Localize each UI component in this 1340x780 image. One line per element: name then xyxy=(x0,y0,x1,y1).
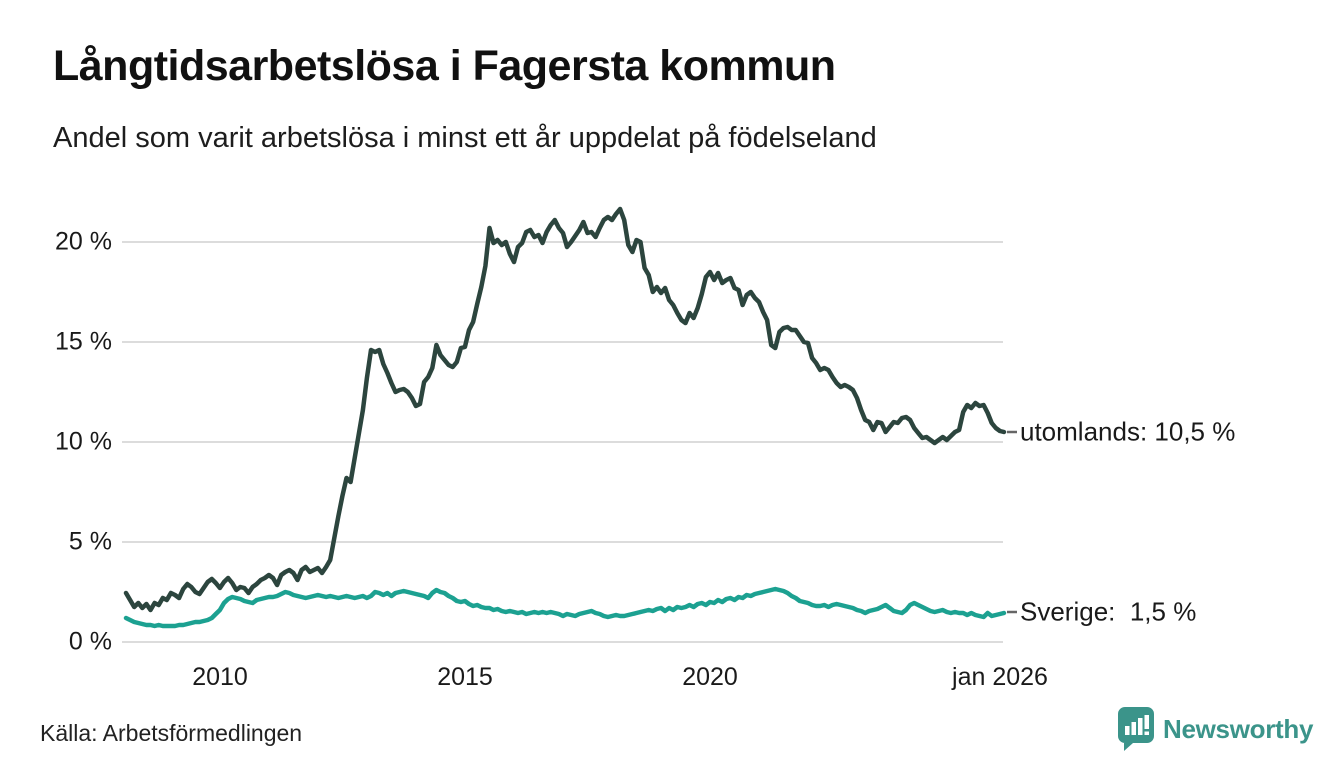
x-axis-label-2010: 2010 xyxy=(192,663,248,691)
newsworthy-logo-icon xyxy=(1118,707,1154,751)
chart-title: Långtidsarbetslösa i Fagersta kommun xyxy=(53,42,836,90)
series-end-label-utomlands: utomlands: 10,5 % xyxy=(1020,416,1236,447)
sverige-line xyxy=(123,586,1007,629)
newsworthy-logo-text: Newsworthy xyxy=(1163,713,1314,744)
y-axis-label-20: 20 % xyxy=(55,227,112,256)
y-axis-label-0: 0 % xyxy=(68,627,112,656)
utomlands-line xyxy=(123,206,1007,613)
x-axis-label-2015: 2015 xyxy=(437,663,493,691)
x-axis-label-jan-2026: jan 2026 xyxy=(952,663,1048,691)
y-axis-label-15: 15 % xyxy=(55,327,112,356)
x-axis-label-2020: 2020 xyxy=(682,663,738,691)
y-axis-label-5: 5 % xyxy=(68,527,112,556)
newsworthy-logo: Newsworthy xyxy=(1117,706,1313,752)
source-note: Källa: Arbetsförmedlingen xyxy=(40,720,303,746)
y-axis-label-10: 10 % xyxy=(55,427,112,456)
chart-subtitle: Andel som varit arbetslösa i minst ett å… xyxy=(53,122,877,154)
series-end-label-sverige: Sverige: 1,5 % xyxy=(1020,596,1197,627)
